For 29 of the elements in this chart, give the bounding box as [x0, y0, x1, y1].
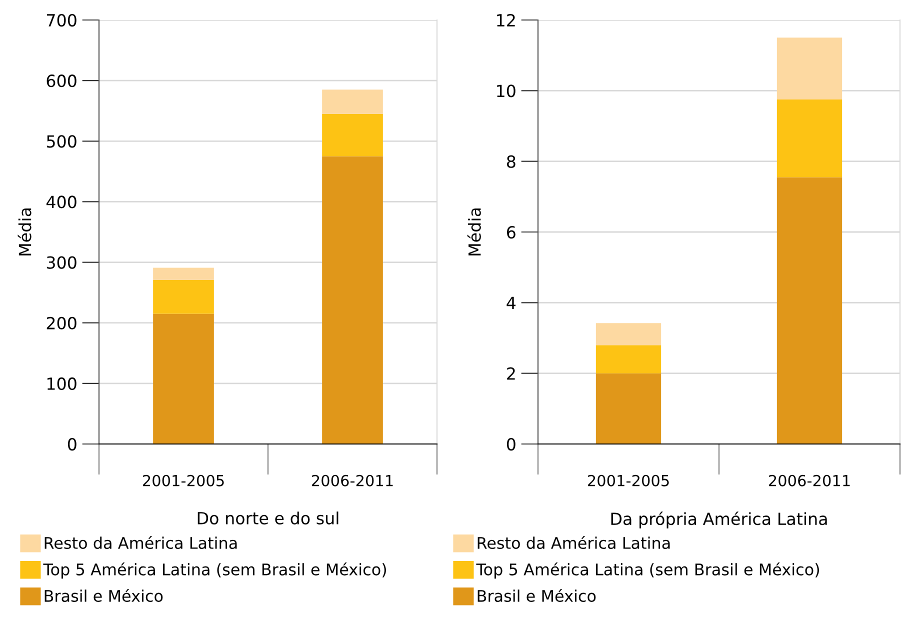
y-tick-label: 10 — [497, 84, 516, 98]
y-tick-label: 500 — [46, 135, 76, 148]
y-tick-label: 700 — [47, 14, 76, 27]
y-tick-label: 8 — [507, 155, 516, 168]
x-tick-label: 2001-2005 — [142, 474, 224, 486]
y-tick-label: 0 — [68, 438, 76, 451]
y-tick-label: 4 — [506, 296, 516, 309]
y-tick-label: 100 — [47, 377, 76, 390]
y-tick-label: 400 — [46, 196, 76, 208]
y-tick-label: 200 — [46, 316, 76, 330]
legend-label: Resto da América Latina — [478, 536, 670, 549]
y-tick-label: 12 — [497, 14, 515, 26]
x-axis-title: Da própria América Latina — [611, 512, 827, 528]
x-tick-label: 2006-2011 — [312, 474, 393, 486]
y-axis-title: Média — [467, 208, 481, 256]
legend-label: Resto da América Latina — [44, 536, 237, 549]
y-tick-label: 300 — [46, 256, 76, 269]
x-tick-label: 2006-2011 — [768, 474, 850, 486]
x-tick-label: 2001-2005 — [588, 474, 669, 486]
legend-label: Brasil e México — [478, 588, 596, 602]
y-tick-label: 6 — [507, 226, 516, 239]
x-axis-title: Do norte e do sul — [198, 512, 338, 524]
legend-label: Top 5 América Latina (sem Brasil e México) — [43, 562, 386, 579]
legend-label: Brasil e México — [44, 588, 163, 602]
y-tick-label: 600 — [46, 74, 76, 88]
y-tick-label: 0 — [506, 438, 516, 451]
y-axis-title: Média — [18, 208, 32, 256]
y-tick-label: 2 — [507, 367, 515, 380]
legend-label: Top 5 América Latina (sem Brasil e México) — [476, 562, 819, 579]
